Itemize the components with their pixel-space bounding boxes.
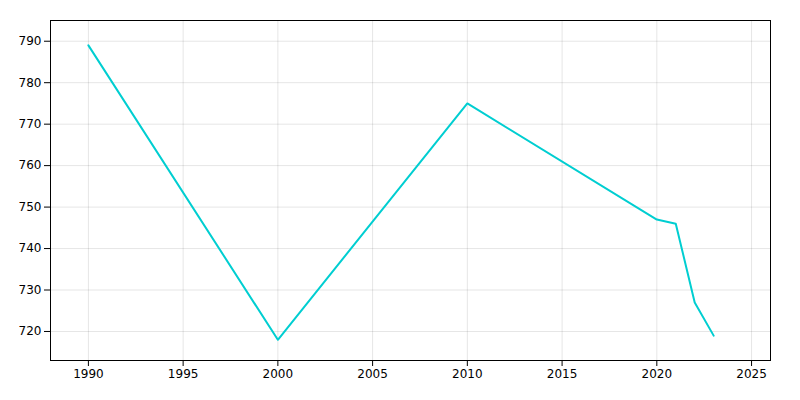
svg-text:760: 760: [19, 158, 42, 172]
svg-text:790: 790: [19, 34, 42, 48]
svg-text:2005: 2005: [357, 367, 388, 381]
svg-text:2020: 2020: [642, 367, 673, 381]
svg-text:780: 780: [19, 76, 42, 90]
svg-text:2000: 2000: [263, 367, 294, 381]
svg-text:730: 730: [19, 283, 42, 297]
svg-text:2010: 2010: [452, 367, 483, 381]
svg-text:750: 750: [19, 200, 42, 214]
svg-text:1990: 1990: [73, 367, 104, 381]
svg-text:2025: 2025: [736, 367, 767, 381]
svg-text:2015: 2015: [547, 367, 578, 381]
svg-text:740: 740: [19, 241, 42, 255]
svg-text:1995: 1995: [168, 367, 199, 381]
svg-text:720: 720: [19, 324, 42, 338]
svg-text:770: 770: [19, 117, 42, 131]
